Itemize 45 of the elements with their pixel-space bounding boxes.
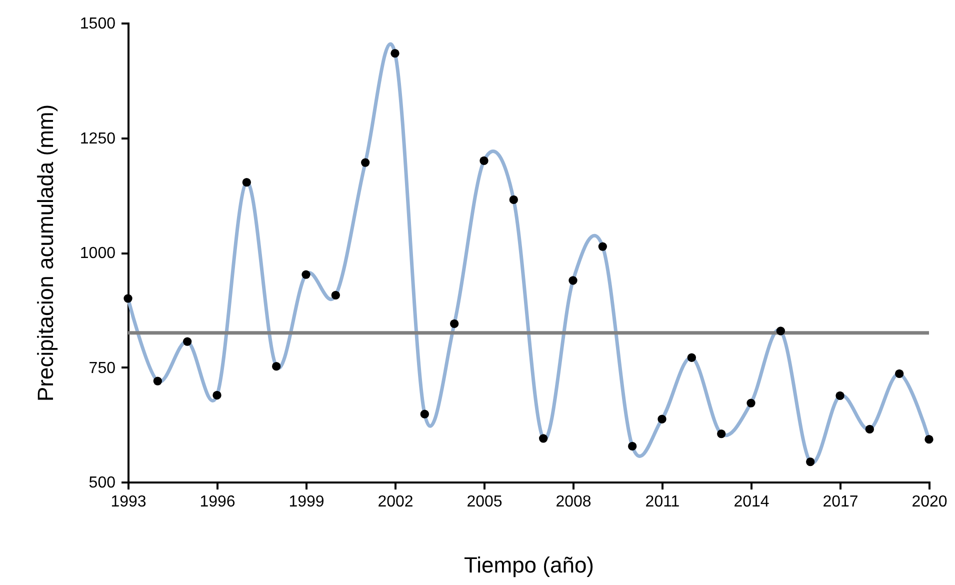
point — [598, 242, 607, 251]
point — [687, 353, 696, 362]
x-tick-label: 2020 — [912, 494, 948, 510]
point — [331, 290, 340, 300]
y-tick-label: 1000 — [80, 245, 116, 262]
point — [480, 156, 488, 166]
point — [539, 434, 548, 443]
point — [302, 270, 310, 279]
point — [272, 362, 281, 371]
x-tick-label: 2011 — [645, 494, 680, 510]
point — [628, 442, 637, 451]
point — [746, 398, 756, 408]
x-tick-label: 1999 — [288, 494, 324, 510]
point — [361, 158, 370, 167]
point — [568, 276, 578, 285]
point — [390, 48, 400, 58]
point — [658, 414, 666, 424]
point — [242, 178, 251, 187]
point — [183, 337, 192, 346]
point — [924, 434, 934, 444]
x-tick-label: 1993 — [110, 494, 146, 510]
y-tick-label: 500 — [88, 474, 116, 492]
point — [509, 195, 518, 204]
x-tick-label: 2005 — [466, 494, 502, 510]
x-tick-label: 2002 — [378, 494, 414, 510]
point — [717, 429, 726, 438]
y-tick-label: 750 — [88, 360, 116, 377]
point — [420, 410, 429, 418]
y-tick-label: 1500 — [80, 16, 116, 32]
point — [124, 294, 132, 303]
y-axis-title: Precipitacion acumulada (mm) — [32, 104, 58, 402]
point — [865, 424, 874, 434]
point — [450, 319, 459, 328]
point — [836, 391, 844, 400]
point — [212, 390, 222, 400]
point — [895, 369, 904, 378]
point — [806, 457, 815, 466]
point — [776, 326, 785, 336]
y-tick-label: 1250 — [80, 130, 116, 148]
x-tick-label: 2014 — [734, 494, 770, 510]
x-axis-title: Tiempo (año) — [464, 552, 594, 578]
x-tick-label: 1996 — [200, 494, 236, 510]
x-tick-label: 2008 — [556, 494, 592, 510]
point — [153, 376, 162, 386]
x-tick-label: 2017 — [822, 494, 858, 510]
